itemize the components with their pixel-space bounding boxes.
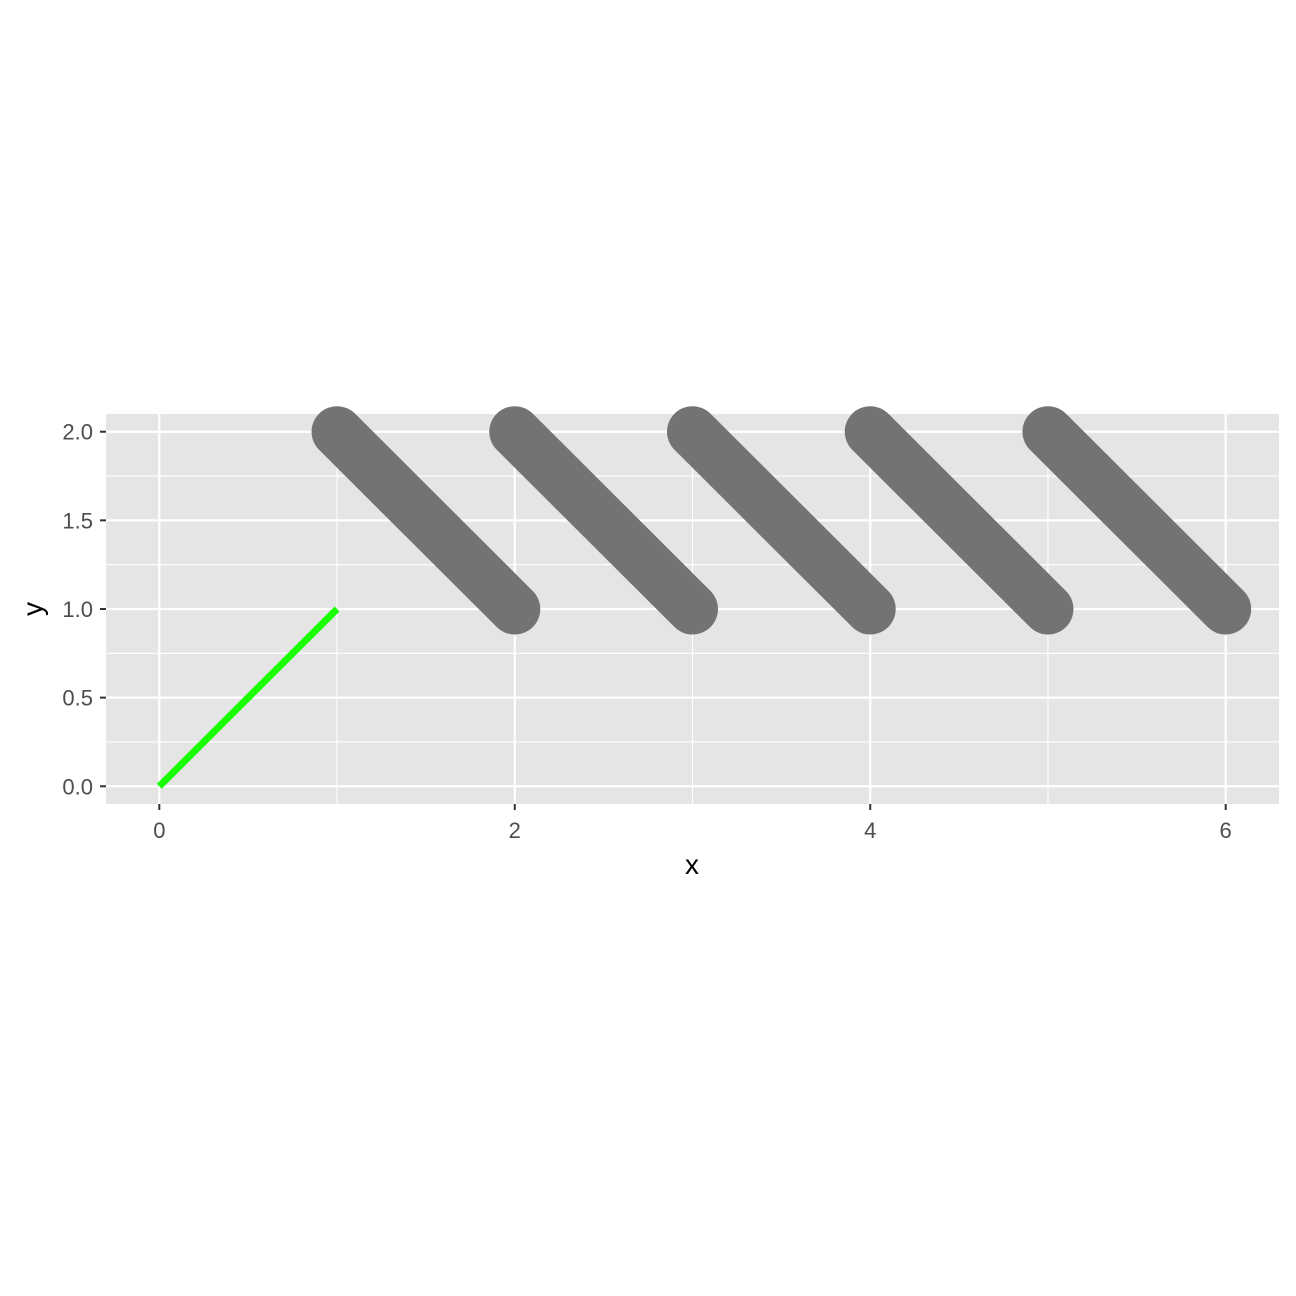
- data-segments: [156, 406, 1252, 789]
- y-tick-label: 2.0: [62, 420, 93, 445]
- y-tick-label: 1.0: [62, 597, 93, 622]
- segment-6: [1022, 406, 1252, 635]
- x-axis-title: x: [685, 849, 699, 880]
- segment-1: [156, 606, 340, 789]
- x-tick-label: 2: [509, 818, 521, 843]
- segment-4: [667, 406, 896, 635]
- y-tick-label: 0.0: [62, 774, 93, 799]
- x-axis: 0 2 4 6: [153, 804, 1232, 843]
- segment-5: [844, 406, 1074, 635]
- x-tick-label: 0: [153, 818, 165, 843]
- segment-2: [311, 406, 541, 635]
- y-axis: 0.0 0.5 1.0 1.5 2.0: [62, 420, 106, 799]
- segment-3: [489, 406, 718, 635]
- x-tick-label: 6: [1220, 818, 1232, 843]
- y-tick-label: 1.5: [62, 508, 93, 533]
- y-axis-title: y: [17, 602, 48, 616]
- y-tick-label: 0.5: [62, 686, 93, 711]
- x-tick-label: 4: [864, 818, 876, 843]
